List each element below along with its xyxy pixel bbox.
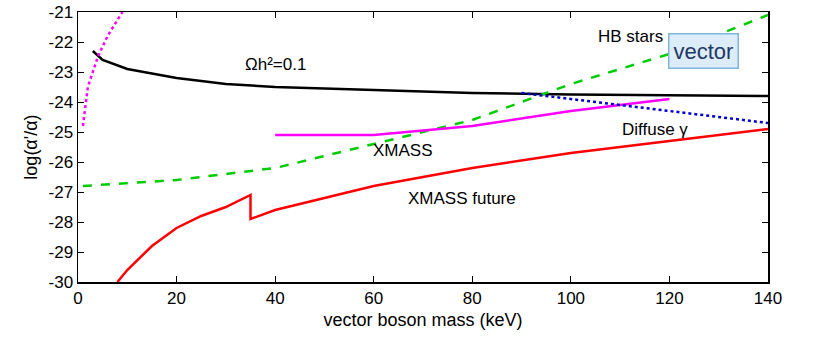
svg-text:-26: -26 [49,153,74,172]
svg-text:-25: -25 [49,123,74,142]
svg-text:120: 120 [655,289,683,308]
svg-text:-22: -22 [49,33,74,52]
svg-text:-21: -21 [49,3,74,22]
svg-text:-24: -24 [49,93,74,112]
svg-text:60: 60 [364,289,383,308]
svg-text:-28: -28 [49,213,74,232]
svg-text:-23: -23 [49,63,74,82]
svg-text:XMASS: XMASS [373,141,433,160]
svg-text:40: 40 [266,289,285,308]
svg-text:Ωh²=0.1: Ωh²=0.1 [245,55,306,74]
svg-text:HB stars: HB stars [598,27,663,46]
svg-text:-30: -30 [49,273,74,292]
svg-text:Diffuse γ: Diffuse γ [622,120,688,139]
svg-text:140: 140 [754,289,782,308]
svg-text:100: 100 [557,289,585,308]
svg-text:vector boson mass (keV): vector boson mass (keV) [323,310,522,330]
svg-text:vector: vector [674,39,734,64]
svg-text:log(α'/α): log(α'/α) [21,114,41,179]
svg-text:0: 0 [73,289,82,308]
svg-text:XMASS future: XMASS future [408,189,516,208]
svg-text:80: 80 [463,289,482,308]
svg-text:-29: -29 [49,243,74,262]
svg-text:20: 20 [167,289,186,308]
svg-text:-27: -27 [49,183,74,202]
